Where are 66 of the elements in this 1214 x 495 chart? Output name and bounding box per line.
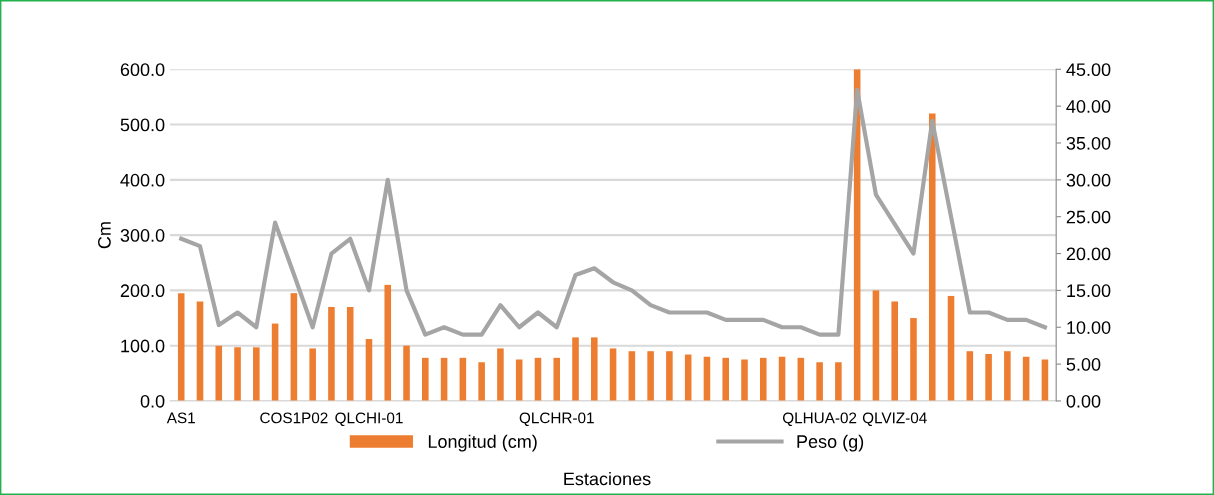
bar <box>741 359 748 401</box>
bar <box>609 348 617 401</box>
y2-tick-label: 45.00 <box>1066 63 1111 77</box>
y2-tick-label: 25.00 <box>1066 210 1111 224</box>
y2-tick-label: 20.00 <box>1066 247 1111 261</box>
bar <box>253 347 260 401</box>
bar <box>985 353 992 401</box>
bar <box>910 318 917 401</box>
line-series <box>179 87 1047 337</box>
bar <box>328 306 335 401</box>
bar <box>647 351 654 401</box>
y-tick-label: 200.0 <box>120 284 165 298</box>
bar <box>309 348 316 401</box>
y-tick-label: 600.0 <box>120 63 165 77</box>
y2-tick-label: 40.00 <box>1066 100 1111 113</box>
y-tick-label: 100.0 <box>121 339 165 353</box>
y2-tick-label: 35.00 <box>1066 136 1111 150</box>
bar <box>290 293 298 401</box>
bar <box>384 284 392 401</box>
bar <box>346 306 354 401</box>
x-axis-title: Estaciones <box>564 472 651 486</box>
bar <box>553 357 561 401</box>
bar <box>365 339 373 401</box>
bar <box>891 301 898 401</box>
y-axis-title: Cm <box>98 222 111 249</box>
bar <box>234 347 241 401</box>
bar <box>759 357 767 401</box>
bar <box>666 351 673 401</box>
bar <box>515 359 523 401</box>
bar <box>722 357 730 401</box>
y-tick-label: 0.0 <box>140 394 165 408</box>
legend-label: Peso (g) <box>797 434 864 452</box>
x-tick-label: QLCHR-01 <box>519 412 594 427</box>
y2-tick-label: 0.00 <box>1066 394 1101 408</box>
bar <box>1041 359 1049 401</box>
x-tick-label: QLVIZ-04 <box>862 412 927 427</box>
bar <box>497 348 504 401</box>
y2-tick-label: 5.00 <box>1066 358 1101 371</box>
x-tick-label: QLHUA-02 <box>782 412 857 427</box>
y-tick-label: 300.0 <box>120 229 165 242</box>
bar <box>196 301 204 401</box>
bar <box>177 293 185 401</box>
bar <box>835 362 842 401</box>
bar <box>271 323 279 401</box>
bar <box>628 351 636 401</box>
x-tick-label: COS1P02 <box>260 412 328 424</box>
y2-tick-label: 30.00 <box>1066 173 1111 187</box>
y-tick-label: 400.0 <box>120 173 165 187</box>
bar <box>215 345 223 401</box>
bar <box>928 113 936 401</box>
bar <box>403 345 410 401</box>
y-tick-label: 500.0 <box>120 118 165 132</box>
bar <box>1004 351 1011 401</box>
bar <box>478 362 485 401</box>
bar <box>591 337 598 401</box>
bar <box>966 351 974 401</box>
legend-label: Longitud (cm) <box>428 434 537 452</box>
y2-tick-label: 15.00 <box>1067 284 1111 298</box>
bar <box>872 290 880 401</box>
bar <box>947 295 955 401</box>
bar <box>422 357 429 401</box>
x-tick-label: QLCHI-01 <box>335 412 403 427</box>
bar <box>816 362 823 401</box>
x-tick-label: AS1 <box>166 412 195 424</box>
y2-tick-label: 10.00 <box>1067 321 1111 334</box>
bar <box>572 337 579 401</box>
